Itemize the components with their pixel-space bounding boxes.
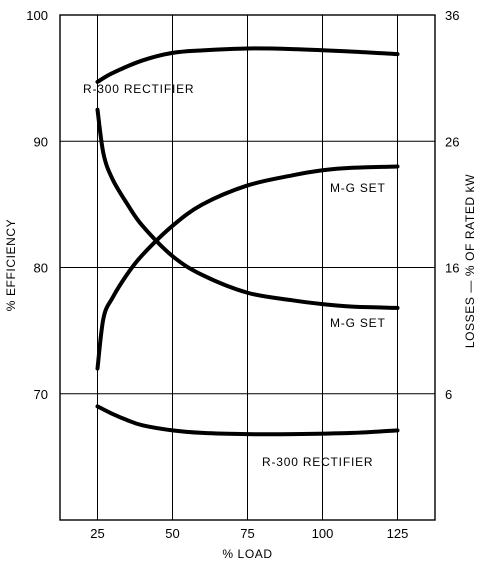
y-left-tick-label: 100 (26, 8, 48, 23)
y-right-axis-title: LOSSES — % OF RATED kW (463, 174, 477, 348)
series-line-r-300-rectifier-losses (95, 404, 400, 437)
plot-frame (59, 14, 436, 521)
y-left-tick-label: 70 (34, 387, 48, 402)
y-left-axis-title: % EFFICIENCY (4, 219, 18, 312)
y-left-tick-label: 80 (34, 261, 48, 276)
x-tick-label: 100 (312, 526, 334, 541)
x-axis-title: % LOAD (222, 547, 272, 561)
tick-labels: 25 50 75 100 125 70 80 90 100 6 16 26 36 (26, 8, 459, 541)
x-tick-label: 125 (387, 526, 409, 541)
series-labels: R-300 RECTIFIER M-G SET M-G SET R-300 RECTI… (83, 82, 386, 469)
x-tick-label: 25 (90, 526, 104, 541)
series-label-r-300-rectifier-efficiency: R-300 RECTIFIER (83, 82, 194, 96)
series-line-m-g-set-efficiency (95, 164, 400, 371)
series-label-m-g-set-efficiency: M-G SET (330, 181, 386, 195)
series-label-m-g-set-losses: M-G SET (330, 316, 386, 330)
x-tick-label: 50 (165, 526, 179, 541)
y-right-tick-label: 6 (445, 387, 452, 402)
axis-labels: % LOAD % EFFICIENCY LOSSES — % OF RATED kW (4, 174, 477, 561)
y-left-tick-label: 90 (34, 134, 48, 149)
series-line-m-g-set-losses (95, 107, 400, 310)
y-right-tick-label: 16 (445, 261, 459, 276)
x-tick-label: 75 (240, 526, 254, 541)
gridlines (60, 15, 435, 520)
y-right-tick-label: 36 (445, 8, 459, 23)
series-line-r-300-rectifier-efficiency (95, 46, 400, 84)
y-right-tick-label: 26 (445, 134, 459, 149)
series-label-r-300-rectifier-losses: R-300 RECTIFIER (262, 455, 373, 469)
series-lines (95, 46, 400, 437)
